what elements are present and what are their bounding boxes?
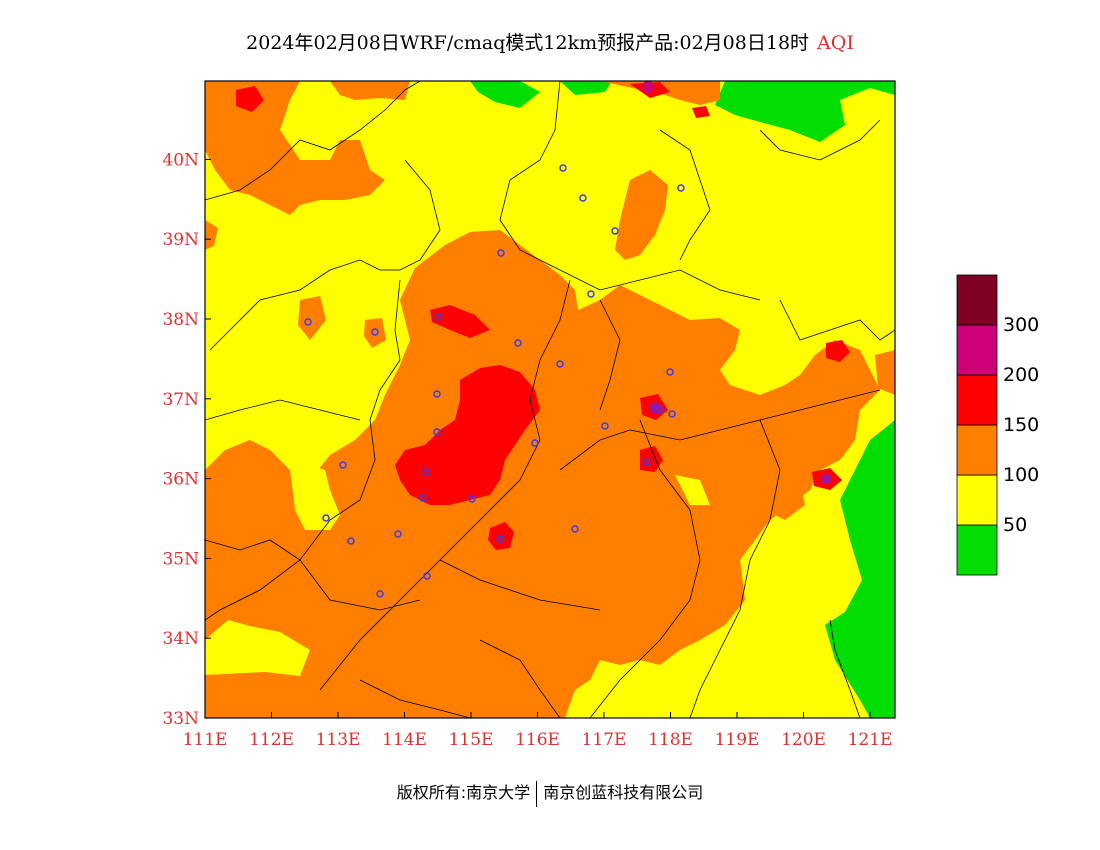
lat-label: 33N <box>162 709 199 729</box>
aqi-field <box>205 81 895 718</box>
lon-label: 117E <box>582 730 627 750</box>
aqi-band-200-300-spot3 <box>642 81 654 93</box>
admin-boundaries <box>205 81 895 718</box>
lon-label: 115E <box>449 730 494 750</box>
aqi-band-150-200-ne <box>826 340 850 362</box>
footer-divider <box>536 780 538 807</box>
lon-label: 113E <box>316 730 361 750</box>
lat-label: 36N <box>162 470 199 490</box>
lon-label: 111E <box>183 730 228 750</box>
legend-swatch <box>956 524 998 576</box>
aqi-legend: 50 100 150 200 300 <box>956 274 1039 576</box>
aqi-band-150-200-core <box>395 365 540 505</box>
city-markers <box>304 164 830 598</box>
aqi-band-100-150-shandong-e <box>875 350 895 395</box>
legend-swatch <box>956 474 998 526</box>
lat-label: 39N <box>162 230 199 250</box>
legend-swatch <box>956 324 998 376</box>
lat-label: 34N <box>162 629 199 649</box>
aqi-band-100-150-east <box>765 480 805 520</box>
lat-label: 40N <box>162 150 199 170</box>
aqi-band-0-50-east-sea <box>825 420 895 718</box>
lon-label: 119E <box>715 730 760 750</box>
lon-label: 121E <box>848 730 893 750</box>
aqi-band-100-150-n <box>330 81 410 100</box>
aqi-band-50-100-w-pocket <box>290 465 340 530</box>
aqi-band-50-100-e-pocket <box>675 475 710 505</box>
legend-label: 300 <box>1003 314 1039 336</box>
footer-right: 南京创蓝科技有限公司 <box>543 783 704 802</box>
lat-label: 38N <box>162 310 199 330</box>
aqi-band-0-50-northeast2 <box>715 81 895 142</box>
aqi-band-150-200-n-spot2 <box>692 106 710 118</box>
aqi-band-0-50-north <box>470 81 540 108</box>
aqi-band-200-300-spot1 <box>649 402 661 414</box>
legend-label: 150 <box>1003 414 1039 436</box>
lon-label: 114E <box>382 730 427 750</box>
plot-frame <box>204 80 896 719</box>
legend-label: 50 <box>1003 514 1027 536</box>
footer-left: 版权所有:南京大学 <box>396 783 531 802</box>
aqi-band-100-150-main <box>205 230 880 718</box>
map-title-main: 2024年02月08日WRF/cmaq模式12km预报产品:02月08日18时 <box>246 32 810 54</box>
legend-label: 200 <box>1003 364 1039 386</box>
legend-swatch <box>956 374 998 426</box>
legend-label: 100 <box>1003 464 1039 486</box>
aqi-band-100-150-sw-blob <box>298 296 326 340</box>
aqi-band-50-100-sw-pocket <box>205 625 270 668</box>
aqi-band-150-200-north <box>430 305 490 338</box>
footer-credits: 版权所有:南京大学 南京创蓝科技有限公司 <box>0 779 1100 807</box>
aqi-band-100-150-taiyuan <box>364 318 386 348</box>
map-title: 2024年02月08日WRF/cmaq模式12km预报产品:02月08日18时 A… <box>0 28 1100 55</box>
aqi-band-0-50-northeast <box>560 81 612 95</box>
lon-label: 120E <box>781 730 826 750</box>
map-title-field: AQI <box>817 32 854 54</box>
legend-swatch <box>956 274 998 326</box>
lon-label: 118E <box>648 730 693 750</box>
legend-swatch <box>956 424 998 476</box>
aqi-band-150-200-nw-spot <box>236 86 264 112</box>
aqi-band-100-150-nw <box>205 81 385 215</box>
lat-label: 37N <box>162 390 199 410</box>
aqi-band-100-150-w-edge <box>205 220 218 250</box>
lon-label: 116E <box>515 730 560 750</box>
aqi-band-100-150-beijing <box>615 170 668 260</box>
lat-label: 35N <box>162 549 199 569</box>
lon-label: 112E <box>249 730 294 750</box>
